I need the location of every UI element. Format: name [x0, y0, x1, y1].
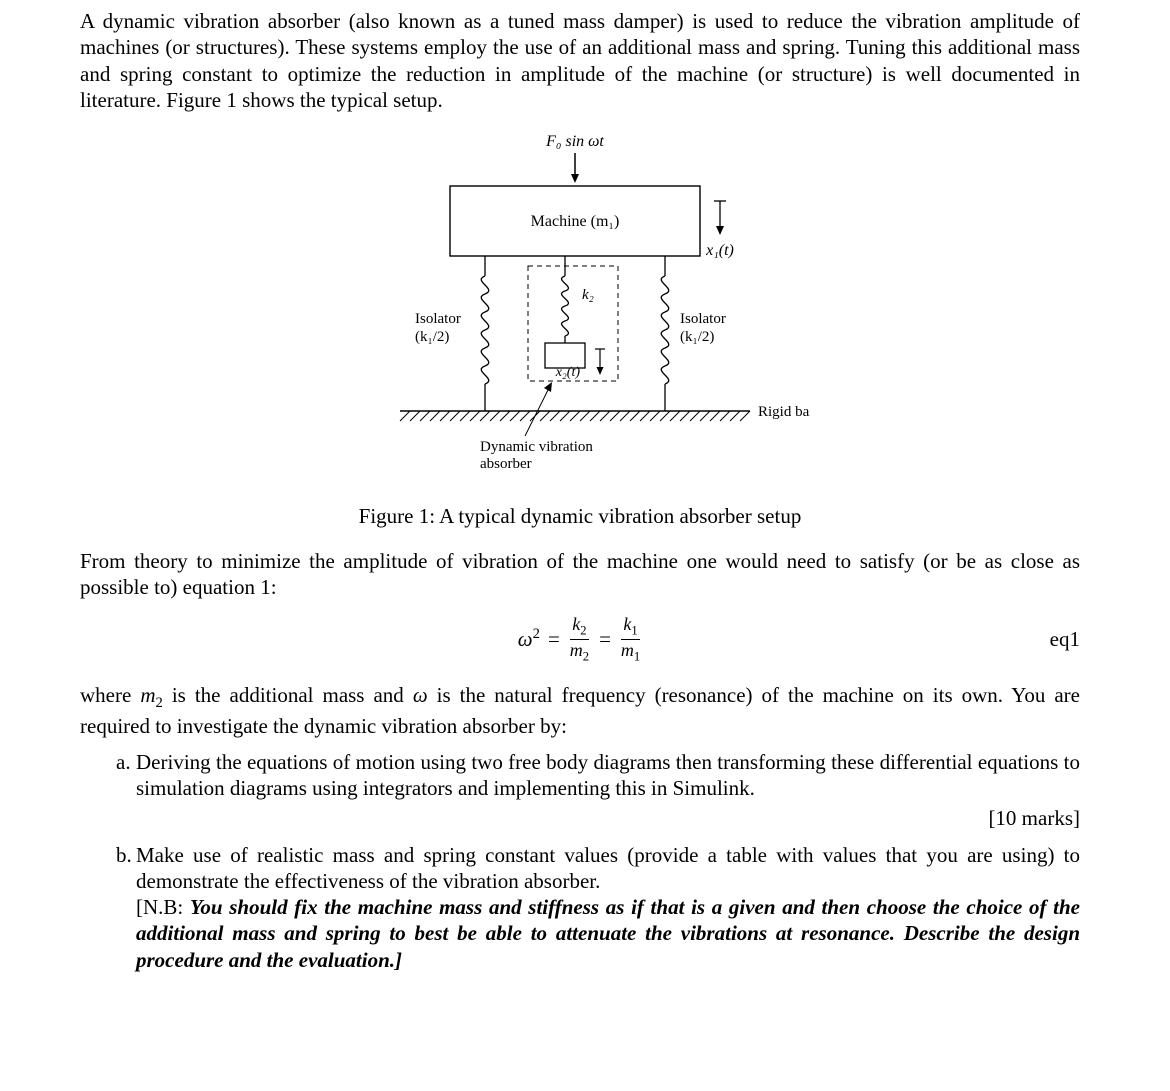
absorber-label-1: Dynamic vibration [480, 439, 593, 455]
task-b-nb: You should fix the machine mass and stif… [136, 895, 1080, 972]
theory-paragraph: From theory to minimize the amplitude of… [80, 548, 1080, 601]
equation-1-label: eq1 [1050, 626, 1080, 652]
k2-spring [562, 256, 569, 343]
absorber-label-2: absorber [480, 456, 532, 472]
figure-1-caption: Figure 1: A typical dynamic vibration ab… [80, 503, 1080, 529]
task-b-text: Make use of realistic mass and spring co… [136, 843, 1080, 893]
intro-paragraph: A dynamic vibration absorber (also known… [80, 8, 1080, 113]
rigid-base-label: Rigid base [758, 404, 810, 420]
equation-1: ω2 = k2 m2 = k1 m1 eq1 [80, 614, 1080, 664]
page: A dynamic vibration absorber (also known… [0, 0, 1170, 997]
task-b-body: Make use of realistic mass and spring co… [136, 842, 1080, 973]
x2-label: x₂(t) [555, 365, 581, 380]
right-isolator-spring [661, 256, 669, 411]
after-equation-paragraph: where m2 is the additional mass and ω is… [80, 682, 1080, 739]
x1-label: x₁(t) [705, 242, 734, 259]
task-list: a. Deriving the equations of motion usin… [80, 749, 1080, 973]
k2-label: k₂ [582, 287, 594, 303]
isolator-left-label-1: Isolator [415, 311, 461, 327]
figure-1: F₀ sin ωt Machine (m₁) x₁(t) Isolator (k… [80, 131, 1080, 497]
task-a-marks: [10 marks] [80, 805, 1080, 831]
task-a-marker: a. [80, 749, 136, 802]
task-b-marker: b. [80, 842, 136, 973]
isolator-right-label-2: (k₁/2) [680, 329, 714, 345]
vibration-absorber-diagram: F₀ sin ωt Machine (m₁) x₁(t) Isolator (k… [350, 131, 810, 491]
machine-label: Machine (m₁) [531, 213, 620, 230]
force-label: F₀ sin ωt [545, 133, 604, 150]
task-a-body: Deriving the equations of motion using t… [136, 749, 1080, 802]
isolator-left-label-2: (k₁/2) [415, 329, 449, 345]
task-a: a. Deriving the equations of motion usin… [80, 749, 1080, 802]
task-b: b. Make use of realistic mass and spring… [80, 842, 1080, 973]
left-isolator-spring [481, 256, 489, 411]
base-hatching [400, 411, 750, 421]
task-b-nb-prefix: [N.B: [136, 895, 190, 919]
isolator-right-label-1: Isolator [680, 311, 726, 327]
